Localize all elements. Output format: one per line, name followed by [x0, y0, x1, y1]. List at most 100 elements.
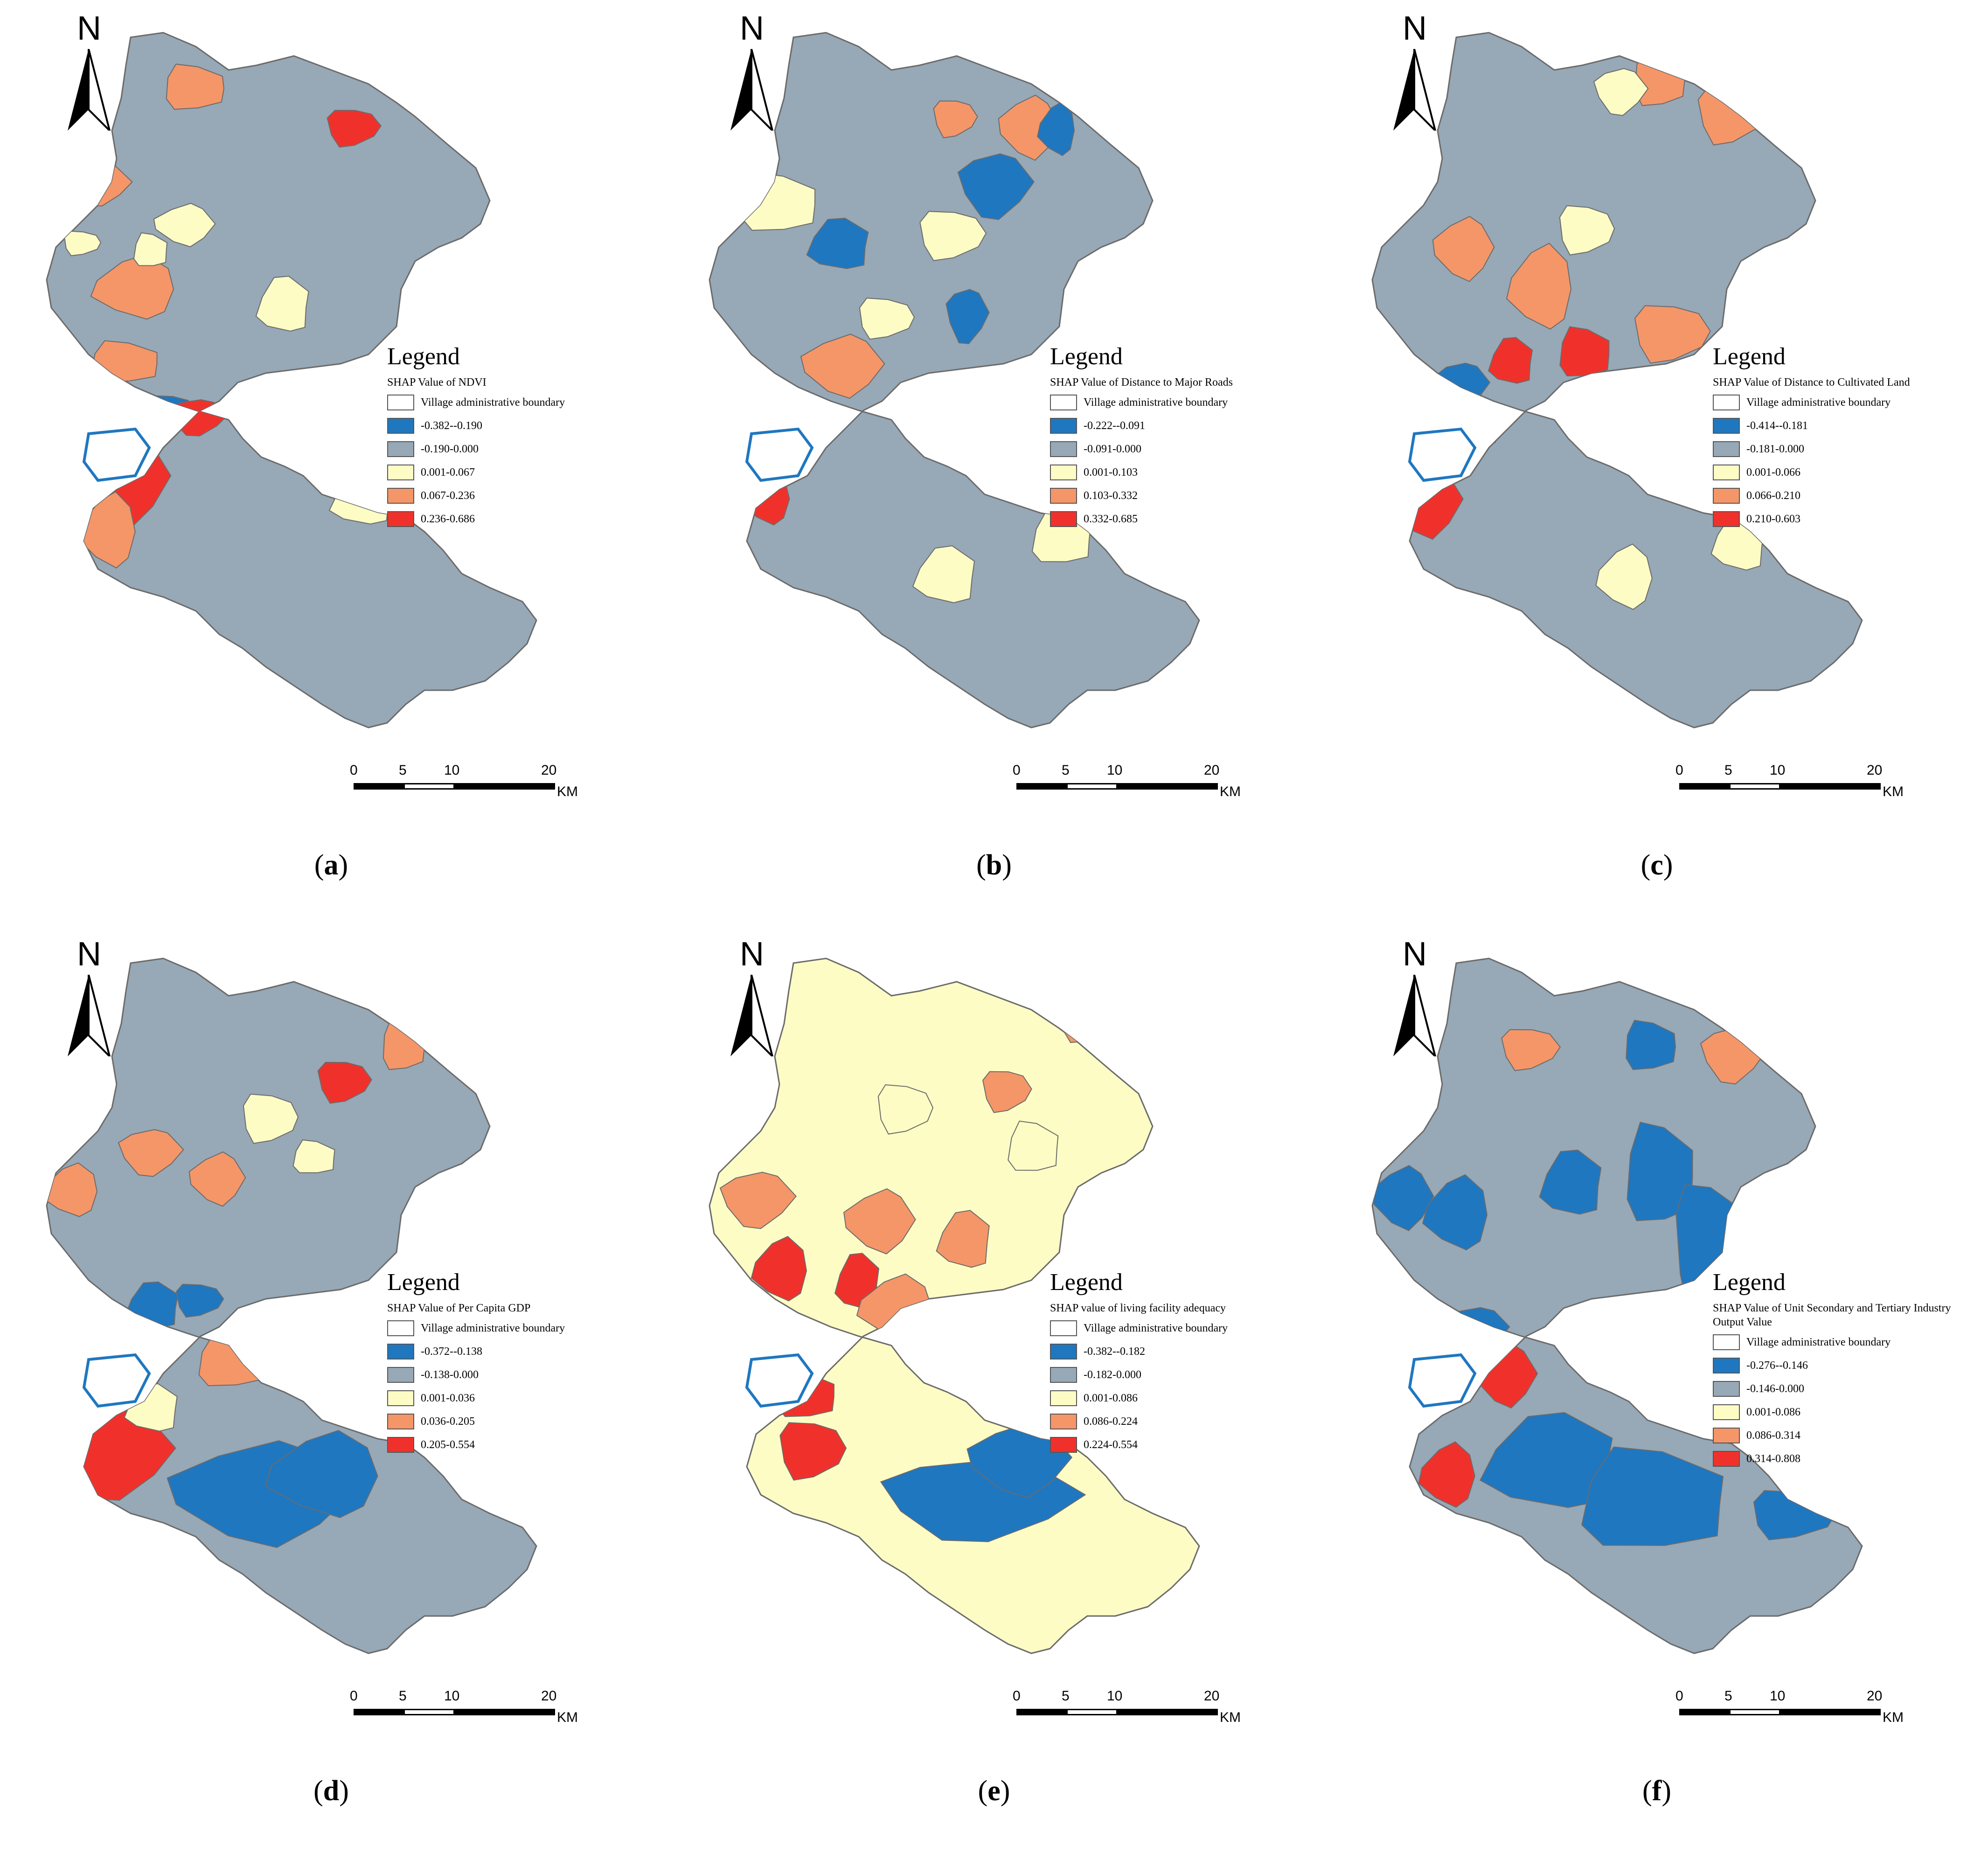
village-polygon — [1581, 1446, 1724, 1546]
scale-segment-3 — [1779, 1709, 1881, 1715]
scale-segment-1 — [1016, 1709, 1068, 1715]
scale-bar: 0 5 10 20 KM — [350, 763, 578, 800]
legend-label: 0.086-0.224 — [1084, 1415, 1138, 1428]
scale-segment-3 — [1116, 1709, 1218, 1715]
village-polygon — [912, 545, 975, 603]
scale-tick-0: 0 — [350, 1688, 358, 1704]
legend-item: Village administrative boundary — [1050, 1318, 1321, 1339]
legend-swatch — [1713, 1451, 1740, 1467]
legend-label: 0.001-0.086 — [1084, 1392, 1138, 1404]
legend-item: 0.001-0.103 — [1050, 462, 1321, 483]
legend-swatch — [1713, 395, 1740, 410]
village-polygon — [945, 289, 990, 345]
legend-label: -0.372--0.138 — [421, 1345, 482, 1358]
legend-title: Legend — [387, 343, 460, 370]
scale-tick-0: 0 — [1675, 1688, 1683, 1704]
legend-subtitle: SHAP Value of Distance to Major Roads — [1050, 376, 1233, 388]
legend-item: -0.382--0.190 — [387, 416, 658, 436]
legend-swatch — [1713, 511, 1740, 527]
legend-subtitle: SHAP Value of NDVI — [387, 376, 487, 388]
legend-item: 0.036-0.205 — [387, 1411, 658, 1432]
legend-item: -0.182-0.000 — [1050, 1365, 1321, 1385]
north-label: N — [77, 936, 101, 973]
village-polygon — [327, 110, 382, 148]
map-panel-f: N Legend SHAP Value of Unit Secondary an… — [1326, 926, 1988, 1852]
village-polygon — [1480, 1412, 1613, 1508]
legend-label: 0.001-0.086 — [1746, 1406, 1800, 1418]
panel-letter: a — [324, 849, 339, 881]
legend-label: -0.190-0.000 — [421, 443, 479, 455]
legend-item: 0.332-0.685 — [1050, 509, 1321, 529]
legend-item: -0.222--0.091 — [1050, 416, 1321, 436]
village-polygon — [1635, 47, 1686, 106]
village-polygon — [1418, 1441, 1475, 1508]
legend-items: Village administrative boundary -0.382--0… — [1050, 1318, 1321, 1455]
map-panel-d: N Legend SHAP Value of Per Capita GDP Vi… — [0, 926, 662, 1852]
legend-label: Village administrative boundary — [421, 1322, 565, 1334]
village-map — [709, 32, 1200, 728]
urban-boundary — [745, 427, 814, 482]
village-map — [46, 957, 537, 1654]
legend-label: 0.210-0.603 — [1746, 513, 1800, 525]
legend-label: -0.382--0.182 — [1084, 1345, 1145, 1358]
village-polygon — [176, 1283, 224, 1318]
scale-segment-1 — [1679, 783, 1731, 790]
village-polygon — [1432, 215, 1495, 282]
legend-items: Village administrative boundary -0.382--0… — [387, 392, 658, 529]
north-arrow: N — [714, 935, 789, 1056]
scale-tick-5: 5 — [1062, 763, 1070, 778]
village-polygon — [1488, 337, 1533, 384]
legend-item: 0.236-0.686 — [387, 509, 658, 529]
scale-tick-10: 10 — [1107, 763, 1123, 778]
legend: Legend SHAP Value of Per Capita GDP Vill… — [387, 1269, 658, 1455]
legend-swatch — [387, 418, 414, 434]
legend-item: 0.224-0.554 — [1050, 1435, 1321, 1455]
panel-caption: (c) — [1640, 849, 1673, 881]
legend-swatch — [1050, 1320, 1077, 1336]
village-polygon — [919, 211, 987, 261]
legend-item: -0.276--0.146 — [1713, 1355, 1983, 1376]
urban-boundary — [1408, 1353, 1477, 1408]
panel-caption: (e) — [978, 1775, 1010, 1807]
legend-label: 0.086-0.314 — [1746, 1429, 1800, 1442]
north-label: N — [77, 10, 101, 47]
legend-item: 0.205-0.554 — [387, 1435, 658, 1455]
legend-item: 0.086-0.224 — [1050, 1411, 1321, 1432]
legend-swatch — [1050, 418, 1077, 434]
village-polygon — [843, 1188, 916, 1255]
map-panel-a: N Legend SHAP Value of NDVI Village admi… — [0, 0, 662, 926]
legend-items: Village administrative boundary -0.372--0… — [387, 1318, 658, 1455]
panel-letter: f — [1652, 1775, 1662, 1807]
scale-segment-3 — [453, 1709, 555, 1715]
legend-swatch — [1050, 1437, 1077, 1453]
panel-letter: c — [1650, 849, 1663, 881]
legend-swatch — [1050, 465, 1077, 480]
legend-title: Legend — [1713, 343, 1786, 370]
panel-letter: d — [323, 1775, 340, 1807]
village-polygon — [63, 230, 102, 257]
legend-subtitle: SHAP value of living facility adequacy — [1050, 1302, 1226, 1314]
scale-segment-2 — [403, 1709, 455, 1715]
legend-swatch — [1713, 465, 1740, 480]
scale-unit: KM — [1883, 1710, 1904, 1725]
scale-unit: KM — [557, 784, 578, 799]
legend-item: 0.001-0.036 — [387, 1388, 658, 1408]
panel-caption: (a) — [314, 849, 348, 881]
legend-label: 0.236-0.686 — [421, 513, 475, 525]
village-polygon — [933, 100, 978, 139]
map-panel-b: N Legend SHAP Value of Distance to Major… — [663, 0, 1325, 926]
legend-label: -0.276--0.146 — [1746, 1359, 1808, 1372]
legend-item: -0.190-0.000 — [387, 439, 658, 459]
north-arrow: N — [51, 935, 126, 1056]
legend-swatch — [387, 1414, 414, 1429]
legend-swatch — [387, 511, 414, 527]
scale-tick-20: 20 — [541, 1688, 557, 1704]
north-arrow: N — [714, 9, 789, 131]
scale-tick-5: 5 — [399, 763, 407, 778]
village-polygon — [1422, 1174, 1488, 1251]
village-map — [46, 32, 537, 728]
legend-items: Village administrative boundary -0.222--0… — [1050, 392, 1321, 529]
legend-label: -0.382--0.190 — [421, 419, 482, 432]
legend-label: Village administrative boundary — [1746, 1336, 1891, 1348]
scale-tick-20: 20 — [1867, 1688, 1883, 1704]
